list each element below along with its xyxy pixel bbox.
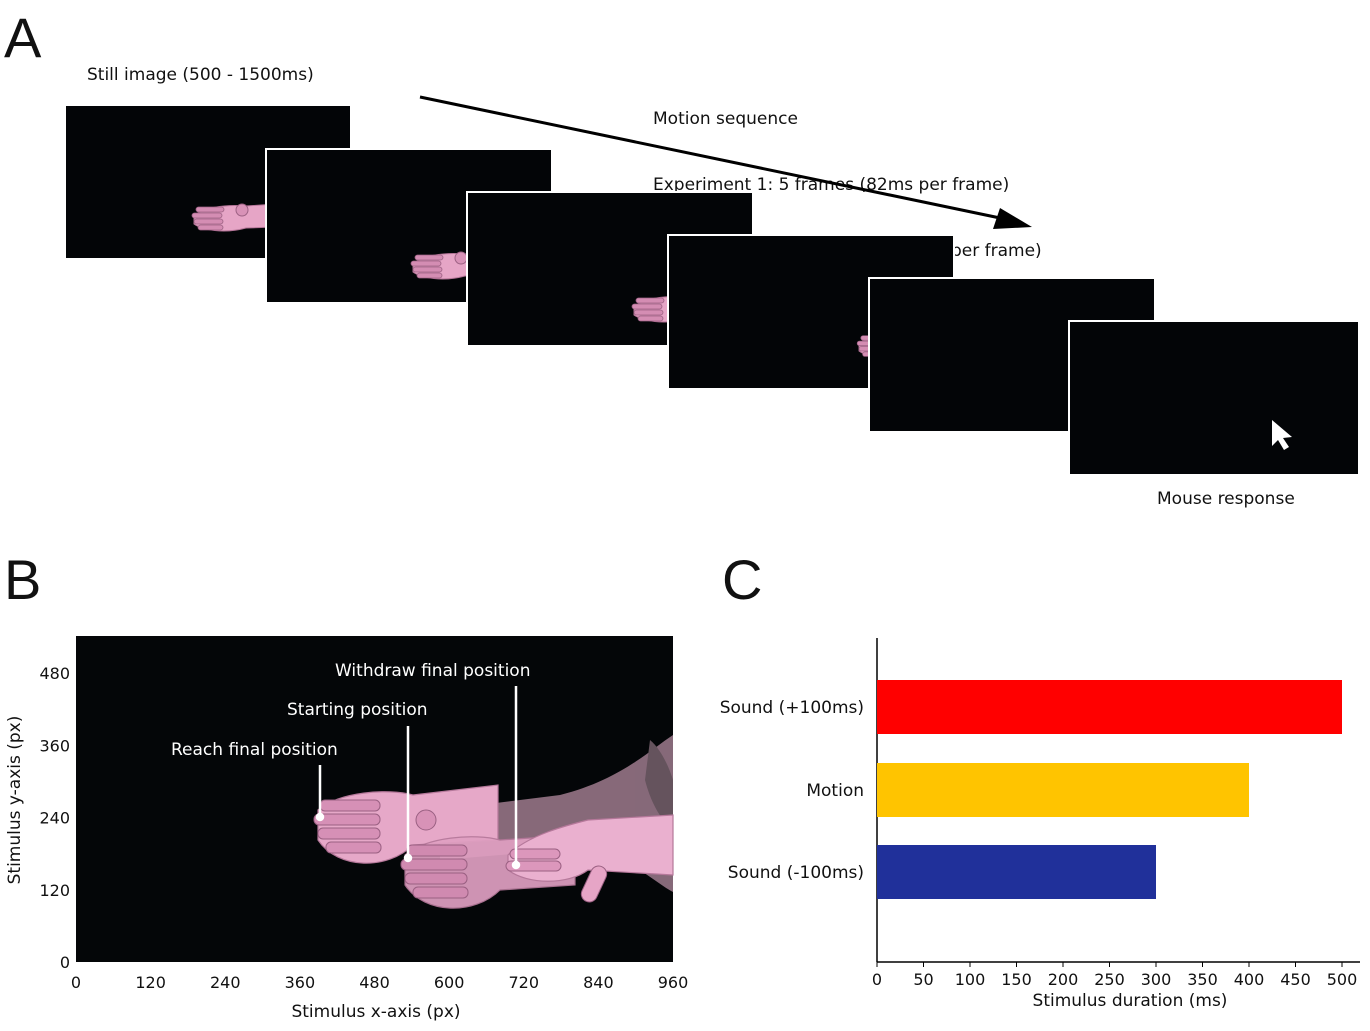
x-tick-label: 840 — [583, 973, 614, 992]
panel-c-letter: C — [722, 548, 763, 611]
x-tick-label: 960 — [658, 973, 689, 992]
x-tick-label: 100 — [955, 970, 986, 989]
duration-bar-chart: Sound (+100ms) Motion Sound (-100ms) 0 50 10… — [720, 638, 1360, 1011]
x-tick-label: 450 — [1280, 970, 1311, 989]
x-tick-label: 250 — [1094, 970, 1125, 989]
y-axis-ticks: 0 120 240 360 480 — [39, 664, 70, 972]
x-tick-label: 0 — [872, 970, 882, 989]
bar — [877, 680, 1342, 734]
arrow-right-down-icon — [419, 95, 1032, 229]
y-axis-label: Stimulus y-axis (px) — [5, 716, 25, 885]
x-tick-label: 720 — [508, 973, 539, 992]
category-label: Motion — [806, 781, 864, 801]
x-tick-label: 200 — [1048, 970, 1079, 989]
x-tick-label: 240 — [210, 973, 241, 992]
x-tick-label: 50 — [913, 970, 933, 989]
x-axis-label: Stimulus x-axis (px) — [291, 1002, 460, 1022]
x-tick-label: 120 — [135, 973, 166, 992]
y-tick-label: 0 — [60, 953, 70, 972]
withdraw-hand — [505, 814, 674, 903]
mouse-response-caption: Mouse response — [1157, 489, 1295, 509]
frame-response — [1068, 320, 1360, 476]
x-tick-label: 500 — [1327, 970, 1358, 989]
y-tick-label: 120 — [39, 881, 70, 900]
c-x-axis-label: Stimulus duration (ms) — [1033, 991, 1228, 1011]
x-tick-label: 150 — [1001, 970, 1032, 989]
x-tick-label: 480 — [359, 973, 390, 992]
hand-positions-plot: Reach final position Starting position W… — [5, 636, 688, 1022]
panel-a-letter: A — [4, 6, 42, 69]
x-tick-label: 600 — [434, 973, 465, 992]
x-tick-label: 350 — [1187, 970, 1218, 989]
reach-final-label: Reach final position — [171, 740, 338, 760]
withdraw-final-label: Withdraw final position — [335, 661, 530, 681]
category-label: Sound (+100ms) — [720, 698, 864, 718]
motion-sequence-title: Motion sequence — [653, 109, 798, 129]
y-tick-label: 360 — [39, 736, 70, 755]
x-tick-label: 300 — [1141, 970, 1172, 989]
starting-position-label: Starting position — [287, 700, 428, 720]
bar — [877, 845, 1156, 899]
y-tick-label: 480 — [39, 664, 70, 683]
mouse-cursor-icon — [1272, 420, 1292, 450]
still-image-caption: Still image (500 - 1500ms) — [87, 65, 314, 85]
category-label: Sound (-100ms) — [728, 863, 864, 883]
bar — [877, 763, 1249, 817]
x-tick-label: 400 — [1234, 970, 1265, 989]
x-tick-label: 360 — [285, 973, 316, 992]
x-axis-ticks: 0 120 240 360 480 600 720 840 960 — [71, 973, 688, 992]
panel-b-letter: B — [4, 548, 42, 611]
x-tick-label: 0 — [71, 973, 81, 992]
y-tick-label: 240 — [39, 809, 70, 828]
